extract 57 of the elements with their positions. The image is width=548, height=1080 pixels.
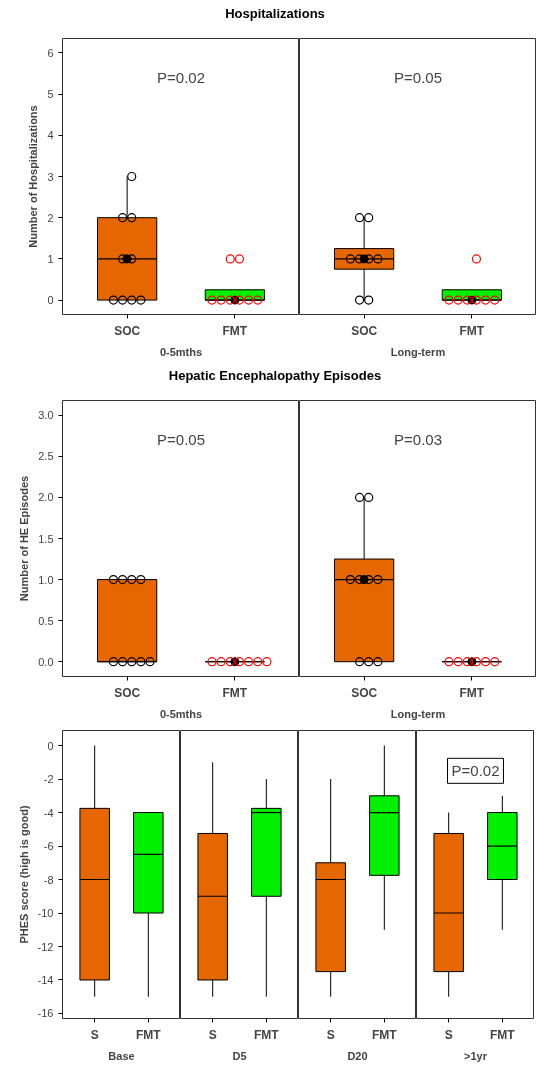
y-tick-label: -12	[37, 940, 54, 953]
y-tick-label: 2	[47, 211, 54, 224]
x-tick-label: FMT	[371, 1027, 398, 1042]
y-tick-label: 0	[47, 294, 54, 307]
y-tick-label: 3	[47, 170, 54, 183]
chart-title: Hospitalizations	[225, 5, 325, 23]
y-tick-label: 5	[47, 88, 54, 101]
y-tick-label: 4	[47, 129, 54, 142]
x-tick-label: FMT	[253, 1027, 280, 1042]
x-axis-title: Base	[108, 1049, 135, 1062]
x-tick-label: FMT	[222, 685, 248, 700]
annotation: P=0.02	[157, 68, 205, 86]
x-tick-label: FMT	[135, 1027, 162, 1042]
x-tick-label: FMT	[459, 685, 485, 700]
chart-title: Hepatic Encephalopathy Episodes	[168, 367, 382, 385]
annotation: P=0.03	[394, 430, 442, 448]
x-tick-label: FMT	[459, 323, 485, 338]
x-axis-title: >1yr	[464, 1049, 488, 1062]
x-tick-label: S	[326, 1027, 335, 1042]
x-tick-label: FMT	[222, 323, 248, 338]
y-tick-label: -4	[43, 806, 54, 819]
x-axis-title: D5	[232, 1049, 247, 1062]
y-axis-title: Number of Hospitalizations	[27, 105, 40, 248]
y-tick-label: 6	[47, 46, 54, 59]
y-tick-label: -6	[43, 840, 54, 853]
annotation: P=0.05	[157, 430, 205, 448]
y-tick-label: 2.5	[38, 450, 54, 463]
y-tick-label: -10	[37, 907, 54, 920]
y-tick-label: -16	[37, 1007, 54, 1020]
x-tick-label: SOC	[351, 323, 378, 338]
y-tick-label: 1.0	[38, 573, 54, 586]
y-tick-label: -8	[43, 873, 54, 886]
x-tick-label: S	[90, 1027, 99, 1042]
x-tick-label: SOC	[114, 685, 141, 700]
x-axis-title: Long-term	[390, 707, 446, 720]
y-tick-label: 0.0	[38, 655, 54, 668]
y-tick-label: -2	[43, 773, 54, 786]
y-axis-title: Number of HE Episodes	[18, 475, 31, 602]
x-tick-label: S	[208, 1027, 217, 1042]
annotation: P=0.02	[451, 762, 500, 780]
x-tick-label: SOC	[351, 685, 378, 700]
x-axis-title: 0-5mths	[159, 707, 203, 720]
y-tick-label: 0	[47, 739, 54, 752]
y-tick-label: 1.5	[38, 532, 54, 545]
y-tick-label: 2.0	[38, 491, 54, 504]
x-axis-title: Long-term	[390, 345, 446, 358]
x-tick-label: S	[444, 1027, 453, 1042]
y-tick-label: 0.5	[38, 614, 54, 627]
y-tick-label: 3.0	[38, 409, 54, 422]
y-tick-label: 1	[47, 252, 54, 265]
x-tick-label: SOC	[114, 323, 141, 338]
y-tick-label: -14	[37, 973, 54, 986]
x-axis-title: 0-5mths	[159, 345, 203, 358]
x-axis-title: D20	[347, 1049, 368, 1062]
annotation: P=0.05	[394, 68, 442, 86]
y-axis-title: PHES score (high is good)	[17, 805, 30, 944]
x-tick-label: FMT	[489, 1027, 516, 1042]
